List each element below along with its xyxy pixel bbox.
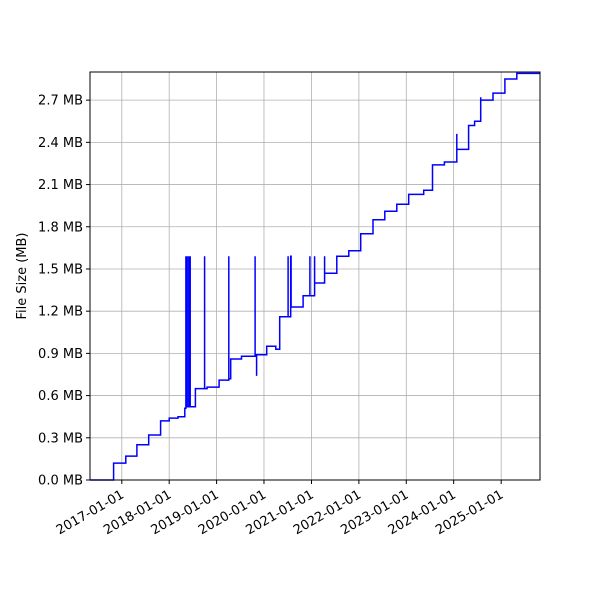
y-tick-label: 0.9 MB <box>38 347 83 362</box>
x-axis: 2017-01-012018-01-012019-01-012020-01-01… <box>54 480 506 538</box>
y-tick-label: 1.8 MB <box>38 220 83 235</box>
y-axis: 0.0 MB 0.3 MB 0.6 MB 0.9 MB 1.2 MB 1.5 MB 1.8 … <box>38 94 90 489</box>
y-tick-label: 1.2 MB <box>38 305 83 320</box>
plot-frame <box>89 71 541 481</box>
y-tick-label: 0.3 MB <box>38 431 83 446</box>
y-tick-label: 2.7 MB <box>38 94 83 109</box>
y-tick-label: 0.6 MB <box>38 389 83 404</box>
y-tick-label: 1.5 MB <box>38 262 83 277</box>
y-tick-label: 0.0 MB <box>38 474 83 489</box>
y-axis-label: File Size (MB) <box>15 233 30 320</box>
grid <box>90 72 540 481</box>
series-line <box>90 72 540 481</box>
y-tick-label: 2.1 MB <box>38 178 83 193</box>
y-tick-label: 2.4 MB <box>38 136 83 151</box>
